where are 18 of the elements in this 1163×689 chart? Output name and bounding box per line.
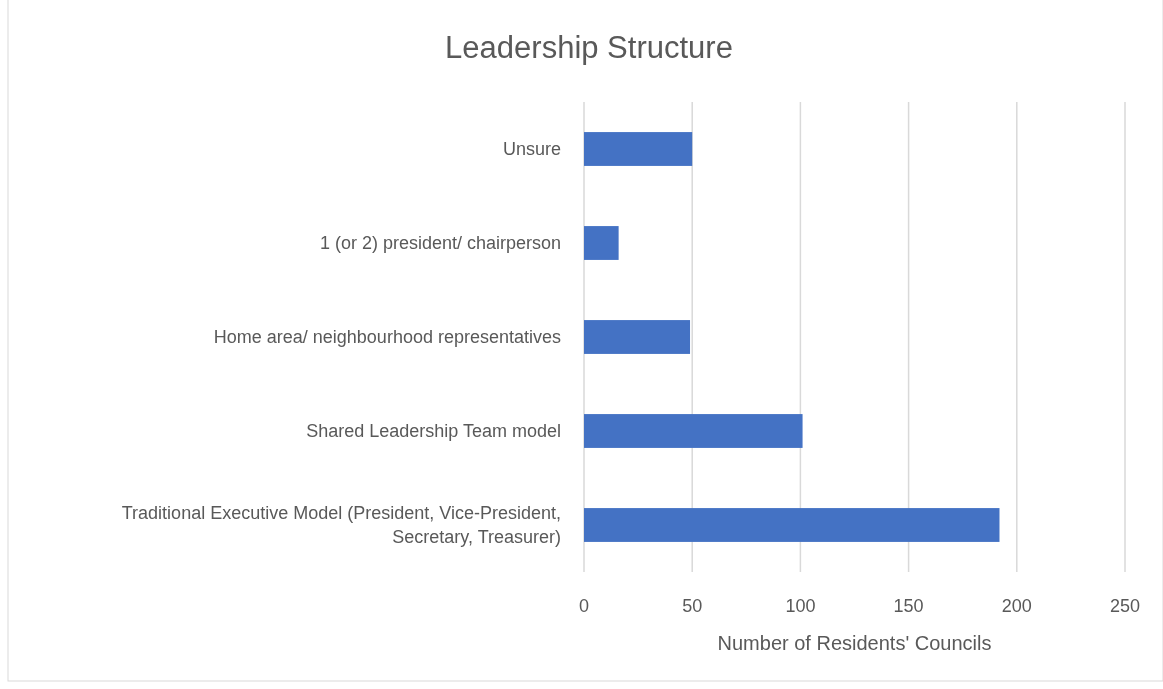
x-tick-label: 150: [893, 596, 924, 616]
bar: [584, 414, 803, 448]
bar: [584, 226, 619, 260]
x-axis-title: Number of Residents' Councils: [717, 632, 992, 654]
x-tick-label: 100: [785, 596, 816, 616]
x-tick-label: 50: [682, 596, 703, 616]
y-tick-label: Home area/ neighbourhood representatives: [213, 327, 561, 347]
y-tick-label: Traditional Executive Model (President, Vice-President, Secretary, Treasurer): [121, 503, 561, 547]
x-tick-label: 200: [1001, 596, 1032, 616]
y-tick-label: 1 (or 2) president/ chairperson: [319, 233, 561, 253]
y-tick-label: Unsure: [502, 139, 561, 159]
x-tick-label: 250: [1109, 596, 1141, 616]
bar: [584, 508, 1000, 542]
chart-title: Leadership Structure: [445, 30, 733, 65]
bar: [584, 320, 691, 354]
y-tick-label: Shared Leadership Team model: [306, 421, 561, 441]
x-tick-label: 0: [578, 596, 590, 616]
bar: [584, 132, 693, 166]
